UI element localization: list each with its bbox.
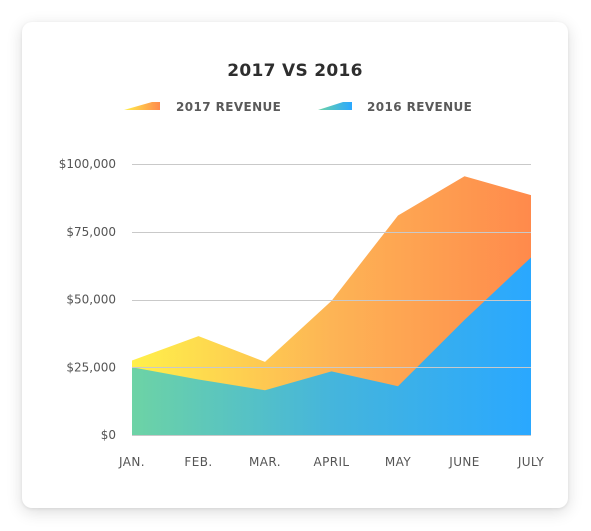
legend-swatch-2016 — [318, 102, 352, 110]
legend-label-2016: 2016 REVENUE — [367, 100, 472, 114]
y-tick-label: $25,000 — [66, 360, 116, 374]
x-tick-label: FEB. — [184, 455, 212, 469]
y-tick-label: $50,000 — [66, 293, 116, 307]
plot-areas — [132, 176, 531, 435]
grid-lines — [132, 164, 531, 436]
legend: 2017 REVENUE 2016 REVENUE — [124, 100, 472, 114]
x-tick-label: JAN. — [118, 455, 145, 469]
x-tick-label: JUNE — [448, 455, 479, 469]
x-tick-label: MAY — [385, 455, 411, 469]
chart-title: 2017 VS 2016 — [227, 61, 362, 81]
y-tick-label: $75,000 — [66, 225, 116, 239]
legend-swatch-2017 — [124, 102, 160, 110]
x-tick-label: APRIL — [313, 455, 349, 469]
y-tick-label: $0 — [101, 428, 116, 442]
y-axis-ticks: $0 $25,000 $50,000 $75,000 $100,000 — [59, 157, 116, 442]
legend-label-2017: 2017 REVENUE — [176, 100, 281, 114]
x-tick-label: JULY — [517, 455, 545, 469]
x-tick-label: MAR. — [249, 455, 281, 469]
y-tick-label: $100,000 — [59, 157, 116, 171]
x-axis-ticks: JAN. FEB. MAR. APRIL MAY JUNE JULY — [118, 455, 544, 469]
area-2016-revenue — [132, 257, 531, 435]
